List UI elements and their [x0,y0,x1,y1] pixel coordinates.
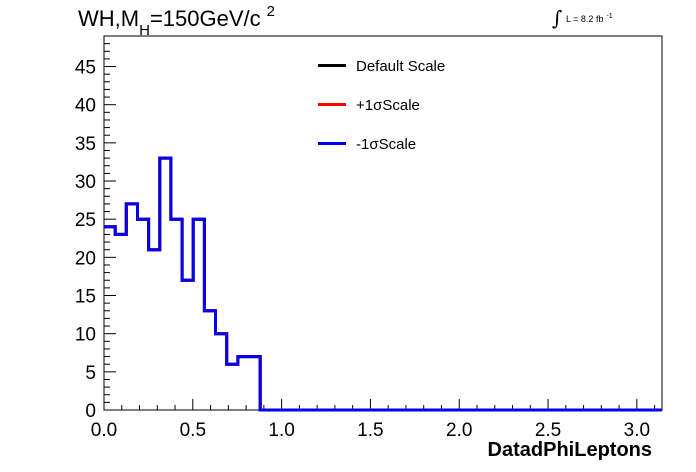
y-tick-label: 5 [85,363,96,384]
legend-label-default: Default Scale [356,58,446,75]
y-tick-label: 30 [75,172,96,193]
series-line-0 [104,156,662,412]
title-subscript: H [139,22,150,39]
x-tick-label: 2.5 [535,420,561,441]
y-tick-label: 20 [75,248,96,269]
luminosity-exponent: -1 [606,13,613,20]
legend-swatch-minus [318,141,346,145]
y-tick-label: 25 [75,210,96,231]
y-tick-label: 15 [75,287,96,308]
plot-frame [103,35,663,411]
y-tick-label: 45 [75,58,96,79]
integral-symbol: ∫ [552,6,563,30]
title-main-text: WH,M [78,6,140,31]
luminosity-label: ∫ L = 8.2 fb -1 [552,6,613,30]
luminosity-text: L = 8.2 fb [566,14,604,24]
legend-swatch-default [318,63,346,67]
y-tick-label: 0 [85,401,96,422]
y-tick-label: 10 [75,325,96,346]
series-line-2 [104,156,662,412]
y-tick-label: 40 [75,96,96,117]
title-superscript: 2 [266,3,275,20]
x-axis-label: DatadPhiLeptons [487,439,652,461]
legend-entry-minus: -1σScale [318,136,416,153]
chart-title: WH,MH=150GeV/c 2 [78,3,275,39]
x-tick-label: 1.5 [357,420,383,441]
title-rest-text: =150GeV/c [149,6,261,31]
x-tick-label: 2.0 [446,420,472,441]
x-tick-label: 3.0 [624,420,650,441]
x-tick-label: 0.5 [180,420,206,441]
legend-swatch-plus [318,102,346,106]
x-tick-label: 0.0 [91,420,117,441]
legend-entry-default: Default Scale [318,58,445,75]
x-tick-label: 1.0 [268,420,294,441]
series-line-1 [104,156,662,412]
legend-entry-plus: +1σScale [318,97,420,114]
legend-label-plus: +1σScale [356,97,420,114]
legend-label-minus: -1σScale [356,136,417,153]
y-tick-label: 35 [75,134,96,155]
